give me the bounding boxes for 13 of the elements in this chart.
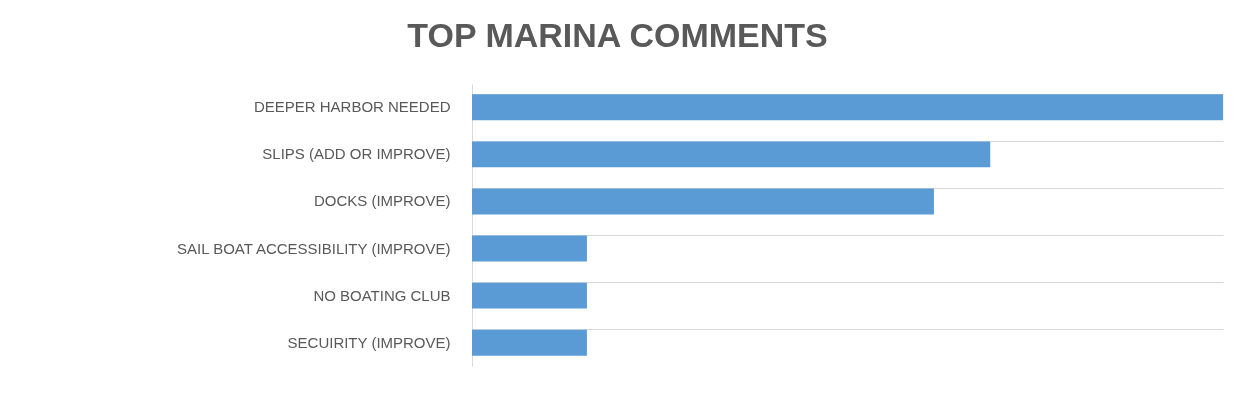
y-tick-label: DOCKS (IMPROVE) xyxy=(313,192,451,210)
bar xyxy=(472,235,587,262)
bar xyxy=(472,94,1224,121)
y-tick-label: NO BOATING CLUB xyxy=(313,286,451,304)
bar xyxy=(472,329,587,356)
y-tick-label: SECUIRITY (IMPROVE) xyxy=(287,333,451,351)
bar xyxy=(472,282,587,309)
bar xyxy=(472,188,934,215)
y-tick-label: SAIL BOAT ACCESSIBILITY (IMPROVE) xyxy=(177,239,451,257)
y-tick-label: SLIPS (ADD OR IMPROVE) xyxy=(262,145,451,163)
chart-title: TOP MARINA COMMENTS xyxy=(407,16,828,54)
y-tick-label: DEEPER HARBOR NEEDED xyxy=(253,98,451,116)
bar xyxy=(472,141,991,168)
